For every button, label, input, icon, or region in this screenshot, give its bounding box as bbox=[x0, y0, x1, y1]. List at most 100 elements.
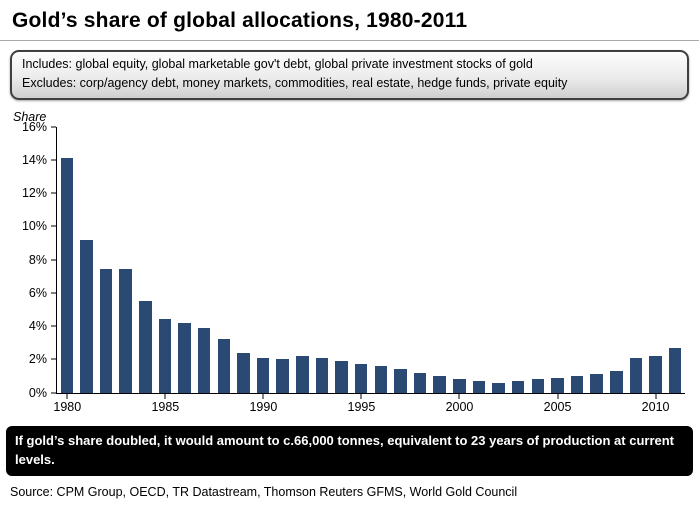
bar-slot bbox=[489, 127, 509, 393]
bar-slot bbox=[351, 127, 371, 393]
y-tick-label: 6% bbox=[28, 285, 47, 300]
bar-1995 bbox=[354, 364, 368, 393]
bar-1990 bbox=[256, 357, 270, 393]
bar-slot bbox=[567, 127, 587, 393]
y-tick-mark bbox=[51, 392, 56, 393]
y-tick-mark bbox=[51, 325, 56, 327]
y-tick-label: 16% bbox=[21, 119, 47, 134]
y-tick-label: 10% bbox=[21, 219, 47, 234]
y-tick-label: 8% bbox=[28, 252, 47, 267]
bar-1986 bbox=[178, 322, 191, 393]
x-tick-mark bbox=[262, 393, 264, 399]
bar-slot bbox=[96, 127, 116, 393]
chart: 0% 2% 4% 6% 8% 10% 12% 14% 16% 1980 1985 1990 1995 2… bbox=[10, 120, 686, 416]
x-tick-mark bbox=[655, 393, 657, 399]
x-tick-label: 2000 bbox=[445, 399, 474, 414]
y-tick-mark bbox=[51, 159, 56, 161]
x-tick-label: 2005 bbox=[543, 399, 572, 414]
bar-slot bbox=[508, 127, 528, 393]
bar-slot bbox=[175, 127, 195, 393]
bar-slot bbox=[77, 127, 97, 393]
bar-1994 bbox=[335, 360, 348, 393]
y-tick-mark bbox=[51, 259, 56, 260]
bar-1993 bbox=[315, 357, 329, 393]
scope-box: Includes: global equity, global marketab… bbox=[10, 50, 689, 100]
scope-excludes-line: Excludes: corp/agency debt, money market… bbox=[22, 75, 568, 90]
y-tick-label: 4% bbox=[28, 319, 47, 333]
bar-slot bbox=[607, 127, 627, 393]
bar-2010 bbox=[649, 355, 662, 393]
x-tick-mark bbox=[360, 393, 362, 399]
bar-2005 bbox=[551, 377, 564, 393]
bar-1991 bbox=[276, 359, 289, 393]
bar-2004 bbox=[531, 379, 545, 393]
bar-1982 bbox=[99, 269, 113, 393]
bar-slot bbox=[214, 127, 234, 393]
bar-1981 bbox=[80, 239, 93, 393]
bar-slot bbox=[410, 127, 430, 393]
y-tick-label: 12% bbox=[21, 186, 47, 200]
bar-1980 bbox=[60, 158, 74, 393]
x-tick-label: 1985 bbox=[151, 399, 180, 414]
scope-includes-line: Includes: global equity, global marketab… bbox=[22, 57, 533, 71]
x-tick-mark bbox=[164, 393, 166, 399]
y-tick-mark bbox=[51, 292, 56, 294]
bar-slot bbox=[469, 127, 489, 393]
bar-slot bbox=[450, 127, 470, 393]
source-line: Source: CPM Group, OECD, TR Datastream, … bbox=[10, 484, 518, 499]
bar-slot bbox=[136, 127, 156, 393]
x-tick-label: 1995 bbox=[347, 399, 376, 414]
header: Gold’s share of global allocations, 1980… bbox=[0, 0, 699, 41]
bar-2002 bbox=[492, 382, 505, 393]
bar-2001 bbox=[472, 380, 486, 393]
bar-1988 bbox=[217, 339, 231, 393]
bar-1998 bbox=[413, 372, 427, 393]
bar-slot bbox=[646, 127, 666, 393]
page-title: Gold’s share of global allocations, 1980… bbox=[12, 9, 468, 32]
x-tick-label: 1980 bbox=[53, 399, 82, 414]
bar-slot bbox=[116, 127, 136, 393]
plot-wrap: 1980 1985 1990 1995 2000 2005 2010 bbox=[53, 126, 686, 416]
bar-1985 bbox=[158, 319, 172, 393]
bar-1989 bbox=[237, 352, 250, 393]
x-axis: 1980 1985 1990 1995 2000 2005 2010 bbox=[53, 393, 686, 416]
y-tick-mark bbox=[51, 126, 56, 127]
y-axis-title: Share bbox=[13, 109, 47, 124]
bar-slot bbox=[194, 127, 214, 393]
y-tick-mark bbox=[51, 192, 56, 194]
x-tick-label: 2010 bbox=[641, 399, 670, 414]
bar-slot bbox=[312, 127, 332, 393]
x-tick-mark bbox=[66, 393, 68, 399]
bar-1997 bbox=[394, 369, 407, 393]
bar-slot bbox=[332, 127, 352, 393]
bar-2006 bbox=[570, 375, 584, 393]
y-tick-mark bbox=[51, 358, 56, 360]
bar-slot bbox=[430, 127, 450, 393]
x-tick-mark bbox=[458, 393, 460, 399]
bar-2003 bbox=[511, 380, 525, 393]
bar-slot bbox=[548, 127, 568, 393]
bar-slot bbox=[57, 127, 77, 393]
bar-2008 bbox=[610, 370, 623, 393]
y-tick-label: 0% bbox=[28, 385, 47, 400]
y-tick-label: 14% bbox=[21, 152, 47, 167]
bar-slot bbox=[253, 127, 273, 393]
bar-slot bbox=[234, 127, 254, 393]
bar-slot bbox=[665, 127, 685, 393]
x-tick-mark bbox=[557, 393, 559, 399]
callout-box: If gold’s share doubled, it would amount… bbox=[6, 425, 693, 476]
y-tick-mark bbox=[51, 225, 56, 227]
y-tick-label: 2% bbox=[28, 352, 47, 367]
bar-1996 bbox=[374, 365, 388, 393]
bar-slot bbox=[371, 127, 391, 393]
bar-2009 bbox=[629, 357, 643, 393]
bar-1999 bbox=[433, 375, 446, 393]
plot-area bbox=[56, 126, 685, 394]
bar-1992 bbox=[296, 355, 309, 393]
bar-2000 bbox=[453, 379, 466, 393]
bar-1984 bbox=[139, 301, 152, 393]
bar-slot bbox=[626, 127, 646, 393]
bar-slot bbox=[587, 127, 607, 393]
bar-slot bbox=[391, 127, 411, 393]
bar-1983 bbox=[119, 269, 132, 393]
